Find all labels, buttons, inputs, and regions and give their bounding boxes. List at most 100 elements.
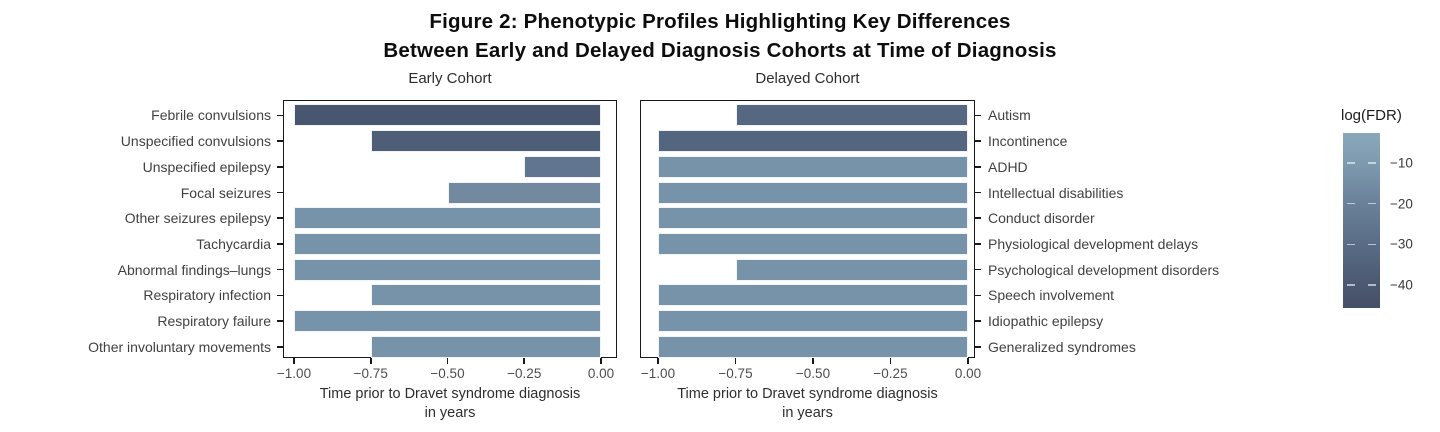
x-tick-label-delayed-2: −0.50	[795, 366, 831, 381]
category-label-delayed-0: Autism	[988, 107, 1031, 124]
x-tick-early-4	[600, 358, 602, 364]
category-label-early-2: Unspecified epilepsy	[142, 158, 271, 175]
bar-delayed-1	[658, 130, 968, 153]
x-tick-label-delayed-4: 0.00	[954, 366, 982, 381]
bar-early-9	[370, 335, 601, 358]
x-tick-label-delayed-1: −0.75	[718, 366, 753, 381]
y-tick-delayed-8	[975, 320, 981, 322]
y-tick-early-3	[277, 191, 283, 194]
colorbar-tick-dash-right-1	[1368, 202, 1376, 205]
colorbar-tick-dash-left-0	[1347, 161, 1355, 164]
colorbar-tick-dash-right-2	[1368, 243, 1376, 246]
bar-early-7	[370, 284, 601, 307]
y-tick-delayed-2	[975, 166, 981, 168]
colorbar-tick-label-3: −40	[1390, 277, 1413, 293]
bar-early-2	[524, 155, 601, 178]
colorbar-tick-label-2: −30	[1390, 236, 1413, 252]
category-label-delayed-6: Psychological development disorders	[988, 261, 1220, 278]
colorbar-tick-dash-right-0	[1368, 161, 1376, 164]
x-tick-label-early-2: −0.50	[430, 366, 465, 381]
bar-delayed-7	[658, 284, 968, 307]
y-tick-delayed-9	[975, 345, 981, 348]
category-label-delayed-2: ADHD	[988, 158, 1028, 175]
x-tick-label-delayed-0: −1.00	[640, 366, 676, 381]
bar-early-4	[294, 207, 601, 230]
y-tick-delayed-5	[975, 243, 981, 245]
y-tick-early-9	[277, 345, 283, 348]
category-label-delayed-8: Idiopathic epilepsy	[988, 313, 1104, 330]
colorbar-tick-label-0: −10	[1390, 155, 1413, 171]
y-tick-delayed-3	[975, 191, 981, 194]
y-tick-delayed-7	[975, 294, 981, 297]
x-axis-title-line1: Time prior to Dravet syndrome diagnosis	[677, 386, 938, 402]
panel-title-early-cohort: Early Cohort	[408, 70, 492, 87]
y-tick-delayed-0	[975, 114, 981, 117]
category-label-delayed-1: Incontinence	[988, 133, 1068, 150]
bar-delayed-0	[735, 104, 968, 127]
bar-delayed-3	[658, 181, 968, 204]
x-axis-title-delayed: Time prior to Dravet syndrome diagnosis …	[640, 385, 975, 422]
category-label-early-5: Tachycardia	[196, 235, 271, 252]
y-tick-early-7	[277, 294, 283, 297]
x-tick-label-early-1: −0.75	[353, 366, 388, 381]
x-axis-title-line1: Time prior to Dravet syndrome diagnosis	[319, 386, 581, 402]
x-tick-early-3	[523, 358, 526, 364]
bar-early-6	[294, 258, 601, 281]
bar-delayed-8	[658, 310, 968, 333]
bar-delayed-2	[658, 155, 968, 178]
figure-title: Figure 2: Phenotypic Profiles Highlighti…	[0, 7, 1440, 65]
bar-early-0	[294, 104, 601, 127]
x-axis-title-line2: in years	[424, 404, 476, 421]
colorbar-tick-label-1: −20	[1390, 196, 1413, 212]
x-axis-title-early: Time prior to Dravet syndrome diagnosis …	[283, 385, 617, 422]
category-label-early-0: Febrile convulsions	[151, 107, 271, 124]
x-tick-label-early-0: −1.00	[276, 366, 312, 381]
colorbar-tick-dash-left-3	[1347, 284, 1355, 286]
category-label-delayed-5: Physiological development delays	[988, 235, 1199, 252]
category-label-delayed-9: Generalized syndromes	[988, 338, 1136, 355]
y-tick-delayed-1	[975, 140, 981, 142]
x-tick-label-early-3: −0.25	[507, 366, 542, 381]
bar-delayed-6	[735, 258, 968, 281]
bar-delayed-4	[658, 207, 968, 230]
y-tick-early-8	[277, 320, 283, 322]
colorbar-tick-dash-left-1	[1347, 202, 1355, 205]
y-tick-early-1	[277, 140, 283, 142]
x-tick-delayed-2	[812, 358, 814, 364]
category-label-early-9: Other involuntary movements	[88, 338, 271, 355]
colorbar-title: log(FDR)	[1341, 107, 1402, 124]
category-label-delayed-4: Conduct disorder	[988, 210, 1095, 227]
category-label-early-7: Respiratory infection	[143, 287, 271, 304]
colorbar-tick-dash-right-3	[1368, 284, 1376, 286]
bar-early-5	[294, 232, 601, 255]
category-label-early-8: Respiratory failure	[157, 313, 271, 330]
bar-delayed-9	[658, 335, 968, 358]
x-tick-delayed-1	[734, 358, 737, 364]
category-label-delayed-3: Intellectual disabilities	[988, 184, 1124, 201]
x-axis-title-line2: in years	[782, 404, 833, 421]
x-tick-label-early-4: 0.00	[587, 366, 615, 381]
y-tick-early-6	[277, 268, 283, 271]
panel-title-delayed-cohort: Delayed Cohort	[755, 70, 860, 87]
bar-early-3	[447, 181, 601, 204]
y-tick-early-5	[277, 243, 283, 245]
x-tick-delayed-4	[967, 358, 969, 364]
x-tick-early-2	[446, 358, 449, 364]
y-tick-early-4	[277, 217, 283, 220]
category-label-delayed-7: Speech involvement	[988, 287, 1115, 304]
bar-early-8	[294, 310, 601, 333]
x-tick-early-0	[293, 358, 295, 364]
colorbar-tick-dash-left-2	[1347, 243, 1355, 246]
category-label-early-1: Unspecified convulsions	[120, 133, 271, 150]
x-tick-label-delayed-3: −0.25	[873, 366, 908, 381]
x-tick-early-1	[369, 358, 372, 364]
x-tick-delayed-0	[657, 358, 659, 364]
figure-title-line2: Between Early and Delayed Diagnosis Coho…	[383, 39, 1057, 62]
y-tick-early-0	[277, 114, 283, 117]
colorbar-gradient	[1343, 133, 1380, 308]
bar-early-1	[370, 130, 601, 153]
y-tick-early-2	[277, 166, 283, 168]
figure-title-line1: Figure 2: Phenotypic Profiles Highlighti…	[429, 10, 1011, 33]
y-tick-delayed-4	[975, 217, 981, 220]
